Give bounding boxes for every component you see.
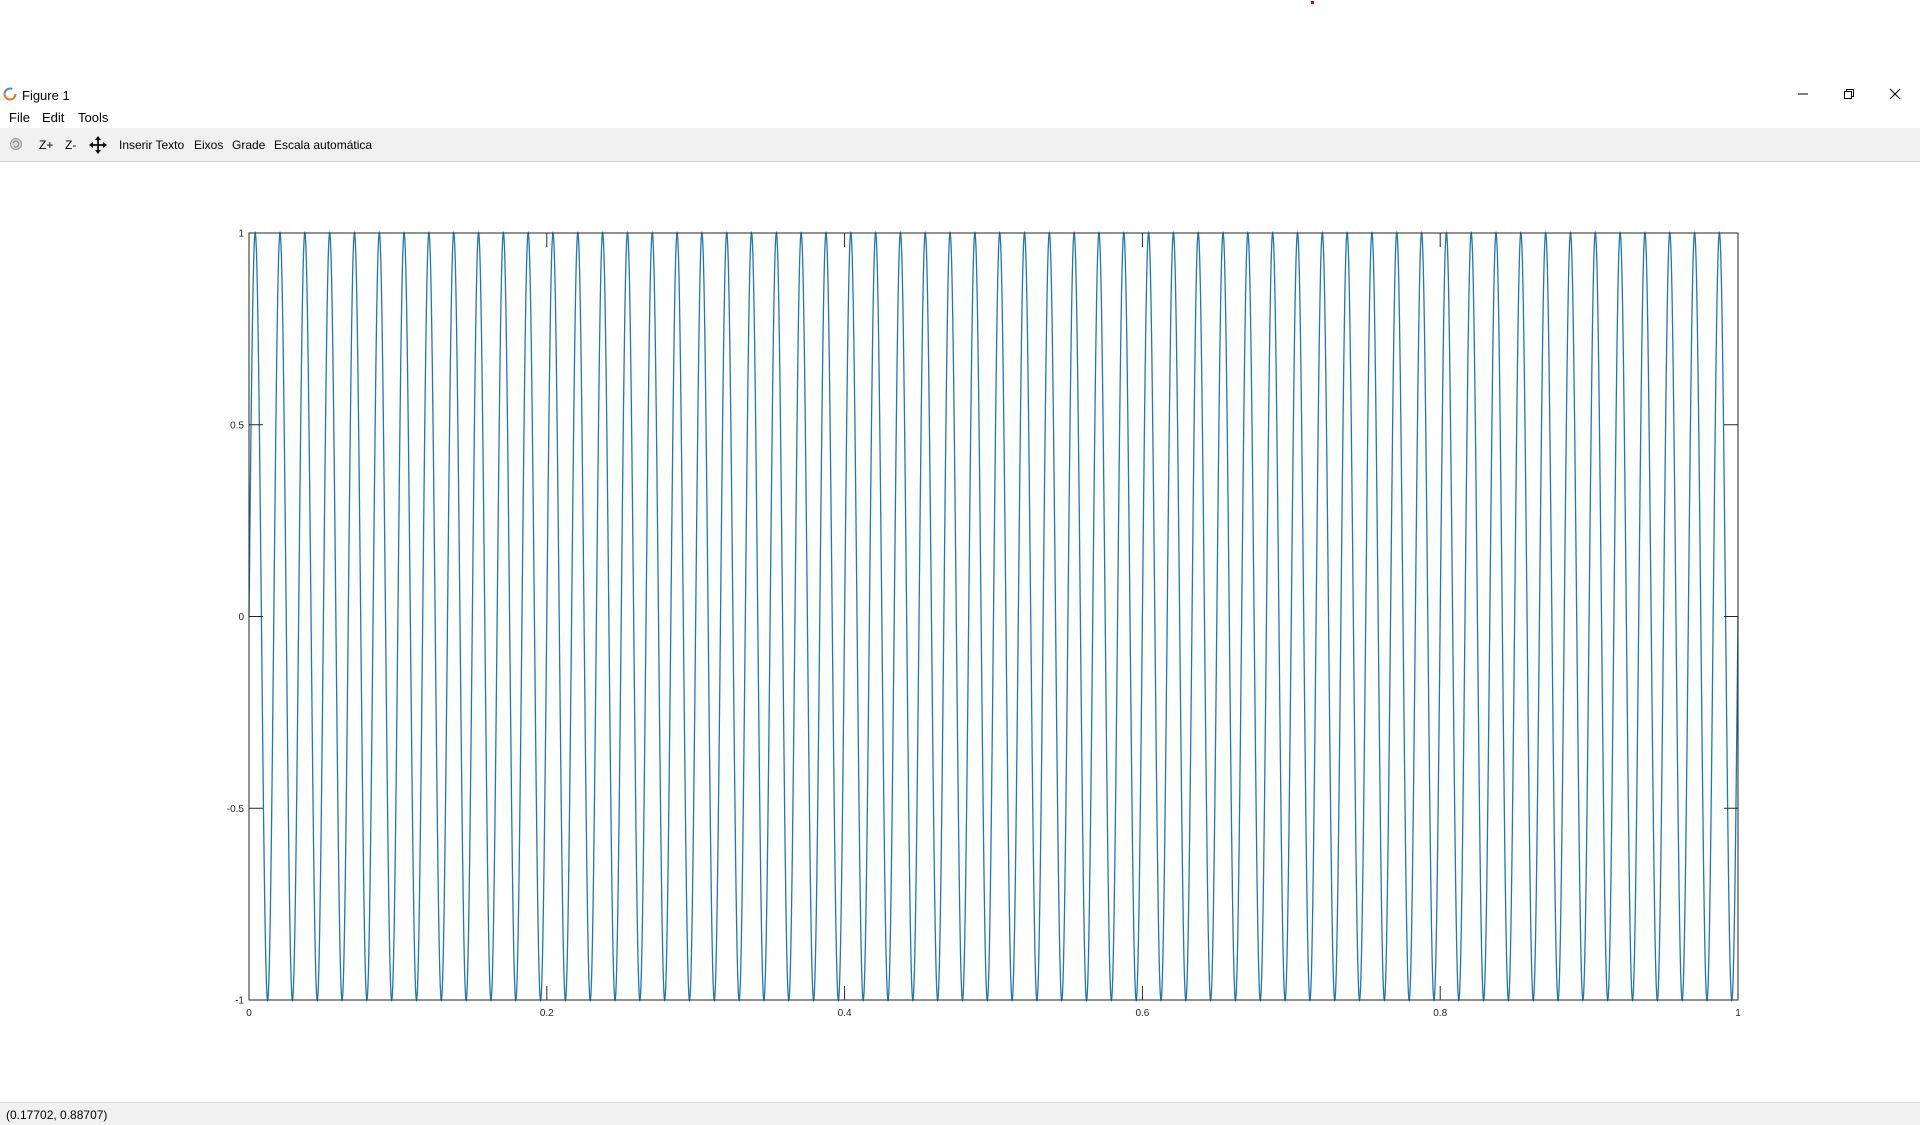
desktop-background: [0, 0, 1920, 82]
marker-dot: [1311, 1, 1314, 4]
x-tick-label: 1: [1735, 1008, 1741, 1019]
minimize-button[interactable]: [1780, 82, 1826, 106]
x-tick-label: 0.8: [1433, 1008, 1447, 1019]
zoom-out-button[interactable]: Z-: [65, 138, 76, 152]
insert-text-button[interactable]: Inserir Texto: [119, 138, 184, 152]
y-tick-label: -1: [235, 996, 244, 1007]
menu-tools[interactable]: Tools: [78, 110, 108, 125]
zoom-in-button[interactable]: Z+: [39, 138, 53, 152]
minimize-icon: [1797, 88, 1809, 100]
y-tick-label: 0: [238, 612, 244, 623]
status-bar: [0, 1102, 1920, 1125]
pan-icon[interactable]: [89, 136, 107, 154]
series-line: [249, 233, 1738, 1000]
grid-button[interactable]: Grade: [232, 138, 265, 152]
autoscale-button[interactable]: Escala automática: [274, 138, 372, 152]
x-tick-label: 0.6: [1135, 1008, 1149, 1019]
octave-logo-icon: [3, 87, 17, 101]
close-icon: [1889, 88, 1901, 100]
y-tick-label: -0.5: [227, 804, 245, 815]
close-button[interactable]: [1872, 82, 1918, 106]
restore-icon: [1843, 88, 1855, 100]
window-titlebar[interactable]: [0, 82, 1920, 106]
menu-bar: [0, 106, 1920, 128]
menu-edit[interactable]: Edit: [42, 110, 64, 125]
menu-file[interactable]: File: [9, 110, 30, 125]
window-title: Figure 1: [22, 88, 70, 103]
rotate-icon[interactable]: [9, 137, 23, 151]
figure-canvas[interactable]: 0 0.2 0.4 0.6 0.8 1 1 0.5 0 -0.5 -1: [0, 162, 1920, 1102]
restore-button[interactable]: [1826, 82, 1872, 106]
plot-area[interactable]: 0 0.2 0.4 0.6 0.8 1 1 0.5 0 -0.5 -1: [0, 162, 1920, 1102]
x-tick-label: 0.4: [838, 1008, 852, 1019]
x-tick-label: 0.2: [540, 1008, 554, 1019]
y-tick-label: 0.5: [230, 420, 244, 431]
y-tick-label: 1: [238, 229, 244, 240]
axes-button[interactable]: Eixos: [194, 138, 223, 152]
cursor-coordinates: (0.17702, 0.88707): [6, 1108, 107, 1122]
x-tick-label: 0: [246, 1008, 252, 1019]
